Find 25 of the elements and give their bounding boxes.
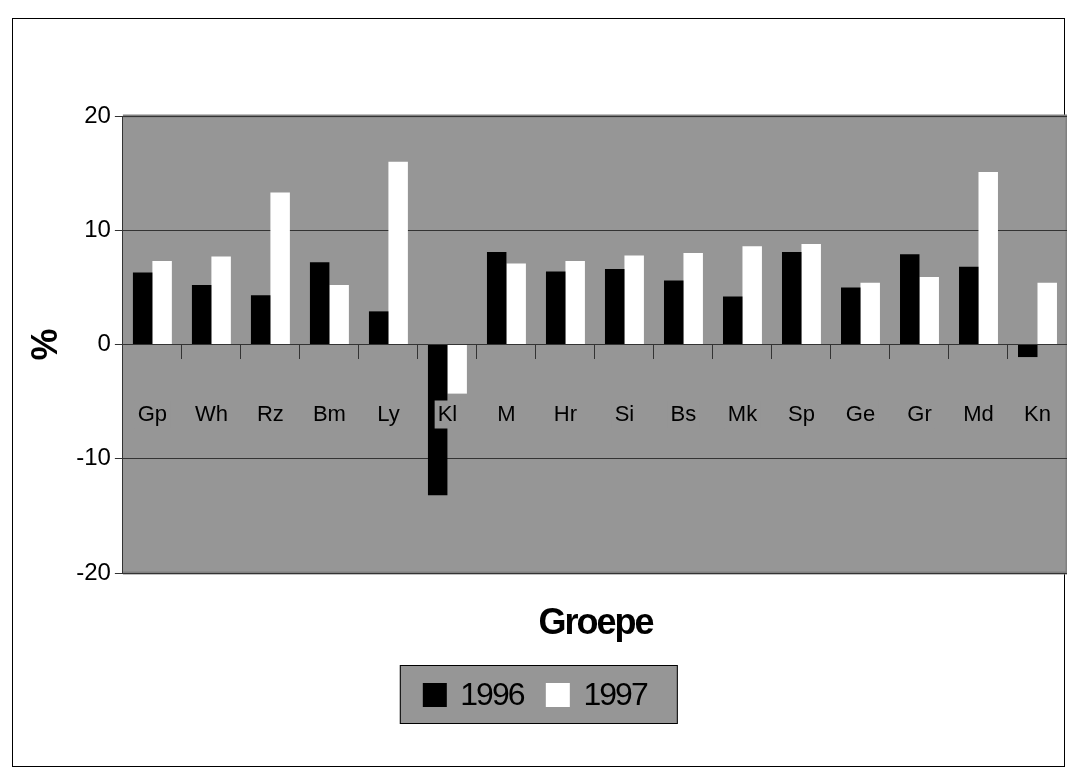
y-tick-label: -20 — [76, 557, 111, 585]
legend-label: 1997 — [583, 676, 647, 713]
y-tick-label: 10 — [84, 214, 111, 242]
x-tick-label: Wh — [194, 400, 228, 426]
y-tick-label: 0 — [97, 329, 111, 357]
x-tick-label: Sp — [788, 400, 815, 426]
y-tick-label: 20 — [84, 100, 111, 128]
x-tick-label: Gr — [907, 400, 932, 426]
x-tick-label: Bs — [670, 400, 697, 426]
x-tick-label: Kl — [437, 400, 458, 426]
x-tick-label: Rz — [256, 400, 284, 426]
x-tick-label: Mk — [727, 400, 759, 426]
x-axis-title: Groepe — [537, 601, 655, 643]
x-tick-label: Kn — [1024, 400, 1051, 426]
legend-label: 1996 — [460, 676, 524, 713]
x-tick-label: Hr — [553, 400, 578, 426]
x-tick-label: Md — [963, 400, 994, 426]
x-tick-label: Bm — [312, 400, 346, 426]
x-tick-label: Ly — [377, 400, 400, 426]
y-axis-title: % — [23, 328, 65, 361]
x-tick-label: Si — [614, 400, 635, 426]
x-tick-label: Gp — [137, 400, 168, 426]
y-tick-label: -10 — [76, 443, 111, 471]
x-tick-label: Ge — [845, 400, 876, 426]
x-tick-label: M — [497, 400, 516, 426]
